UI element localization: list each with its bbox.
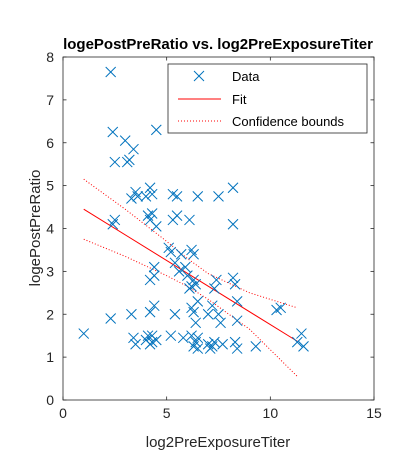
data-point (148, 261, 160, 273)
data-point (177, 332, 189, 344)
data-point (148, 300, 160, 312)
data-point (250, 341, 262, 352)
data-point (231, 343, 243, 354)
x-tick-label: 10 (263, 405, 279, 421)
data-point (192, 190, 204, 202)
y-tick-label: 5 (46, 178, 54, 194)
legend-data-marker (193, 70, 205, 82)
tick-labels-layer: 0 5 10 15 0 1 2 3 4 5 6 7 8 (46, 49, 382, 421)
data-point (217, 338, 229, 350)
data-point (298, 341, 309, 352)
data-point (188, 248, 199, 260)
data-point (182, 270, 193, 282)
fit-line (83, 208, 298, 342)
legend-label-data: Data (232, 69, 260, 84)
chart-title: logePostPreRatio vs. log2PreExposureTite… (63, 36, 373, 53)
y-tick-label: 0 (46, 392, 54, 408)
data-point (109, 214, 121, 226)
data-point (213, 308, 224, 320)
data-point (206, 300, 218, 312)
data-point (140, 190, 152, 202)
y-tick-label: 6 (46, 135, 54, 151)
data-point (231, 315, 243, 327)
legend-label-confidence: Confidence bounds (232, 114, 345, 129)
data-point (144, 306, 156, 318)
data-point (190, 317, 202, 329)
data-point (169, 308, 181, 320)
data-point (291, 336, 303, 348)
fit-line-layer (83, 208, 298, 342)
data-point (109, 156, 121, 168)
data-point (150, 124, 162, 136)
y-axis-label: logePostPreRatio (27, 170, 44, 287)
data-point (148, 270, 160, 282)
data-point (192, 296, 204, 307)
x-axis-label: log2PreExposureTiter (146, 434, 291, 451)
y-tick-label: 1 (46, 349, 54, 365)
data-point (184, 214, 195, 226)
data-point (171, 210, 183, 221)
data-point (208, 283, 220, 294)
y-tick-label: 2 (46, 306, 54, 322)
data-point (192, 332, 204, 344)
data-point (119, 135, 131, 146)
x-tick-label: 15 (366, 405, 382, 421)
y-tick-label: 4 (46, 221, 54, 237)
data-point (126, 193, 137, 204)
data-point (165, 330, 177, 342)
data-point (142, 330, 154, 342)
data-point (229, 336, 241, 348)
data-point (186, 330, 197, 342)
legend: Data Fit Confidence bounds (167, 63, 368, 134)
data-point (105, 313, 117, 324)
data-point (123, 154, 135, 166)
data-point (130, 338, 141, 350)
data-point (78, 328, 90, 339)
data-point (107, 126, 119, 138)
data-point (296, 328, 307, 339)
data-point (128, 143, 139, 155)
data-point (128, 332, 139, 344)
confidence-bound-upper (83, 178, 298, 309)
data-point (144, 182, 156, 194)
data-point (211, 274, 222, 286)
data-point (275, 302, 287, 314)
data-point (231, 296, 243, 307)
y-tick-label: 7 (46, 92, 54, 108)
data-point (179, 261, 191, 273)
confidence-bounds-layer (83, 178, 298, 377)
data-point (105, 66, 117, 78)
data-point (190, 278, 202, 290)
data-point (229, 278, 241, 290)
data-point (173, 266, 185, 277)
data-point (227, 218, 239, 230)
y-tick-label: 3 (46, 263, 54, 279)
data-points-layer (78, 66, 309, 354)
data-point (146, 208, 158, 219)
data-point (126, 308, 137, 320)
data-point (192, 343, 204, 354)
confidence-bound-lower (83, 238, 298, 377)
data-point (150, 334, 162, 346)
data-point (188, 306, 199, 318)
x-tick-label: 5 (163, 405, 171, 421)
data-point (215, 317, 226, 329)
data-point (227, 182, 239, 194)
data-point (202, 308, 214, 320)
axes-layer (62, 56, 375, 401)
x-tick-label: 0 (59, 405, 67, 421)
data-point (165, 246, 177, 258)
y-tick-label: 8 (46, 49, 54, 65)
data-point (150, 221, 162, 232)
data-point (169, 257, 181, 269)
data-point (208, 336, 220, 348)
data-point (213, 190, 224, 202)
data-point (146, 188, 158, 200)
data-point (227, 272, 239, 284)
legend-label-fit: Fit (232, 92, 247, 107)
data-point (132, 190, 143, 202)
data-point (175, 248, 187, 260)
data-point (171, 190, 183, 202)
